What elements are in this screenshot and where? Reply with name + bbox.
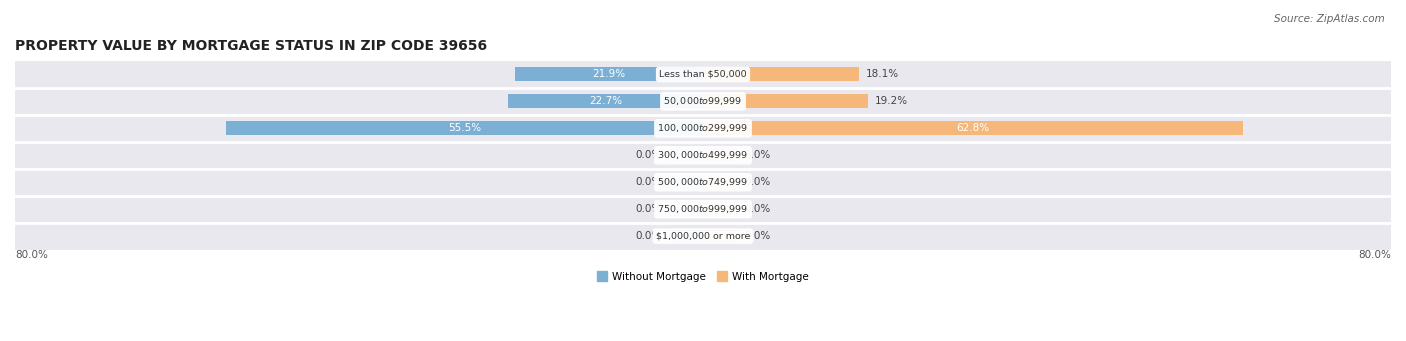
Bar xyxy=(515,68,703,81)
Bar xyxy=(226,121,703,135)
Text: $500,000 to $749,999: $500,000 to $749,999 xyxy=(658,176,748,188)
Bar xyxy=(703,94,868,108)
Bar xyxy=(508,94,703,108)
Text: 0.0%: 0.0% xyxy=(744,231,770,241)
Bar xyxy=(669,175,703,189)
Text: 0.0%: 0.0% xyxy=(636,177,662,187)
Text: 0.0%: 0.0% xyxy=(744,150,770,160)
Bar xyxy=(15,169,1391,196)
Text: 22.7%: 22.7% xyxy=(589,97,621,106)
Bar xyxy=(669,229,703,243)
Text: 19.2%: 19.2% xyxy=(875,97,908,106)
Text: Less than $50,000: Less than $50,000 xyxy=(659,70,747,79)
Text: $1,000,000 or more: $1,000,000 or more xyxy=(655,232,751,241)
Text: 0.0%: 0.0% xyxy=(744,204,770,214)
Text: 18.1%: 18.1% xyxy=(866,70,898,79)
Text: 0.0%: 0.0% xyxy=(636,150,662,160)
Text: 0.0%: 0.0% xyxy=(636,204,662,214)
Bar xyxy=(669,202,703,216)
Text: PROPERTY VALUE BY MORTGAGE STATUS IN ZIP CODE 39656: PROPERTY VALUE BY MORTGAGE STATUS IN ZIP… xyxy=(15,39,486,53)
Text: $50,000 to $99,999: $50,000 to $99,999 xyxy=(664,95,742,107)
Text: 80.0%: 80.0% xyxy=(15,250,48,260)
Bar xyxy=(703,148,737,162)
Bar xyxy=(669,148,703,162)
Text: Source: ZipAtlas.com: Source: ZipAtlas.com xyxy=(1274,14,1385,24)
Bar xyxy=(15,88,1391,115)
Bar xyxy=(703,68,859,81)
Text: 0.0%: 0.0% xyxy=(636,231,662,241)
Text: $100,000 to $299,999: $100,000 to $299,999 xyxy=(658,122,748,134)
Bar xyxy=(15,142,1391,169)
Text: 0.0%: 0.0% xyxy=(744,177,770,187)
Bar xyxy=(703,229,737,243)
Bar xyxy=(703,121,1243,135)
Text: 62.8%: 62.8% xyxy=(956,123,990,133)
Bar xyxy=(15,115,1391,142)
Bar xyxy=(15,223,1391,250)
Bar xyxy=(15,196,1391,223)
Text: $750,000 to $999,999: $750,000 to $999,999 xyxy=(658,203,748,215)
Text: $300,000 to $499,999: $300,000 to $499,999 xyxy=(658,149,748,161)
Bar xyxy=(703,202,737,216)
Bar xyxy=(15,61,1391,88)
Text: 21.9%: 21.9% xyxy=(592,70,626,79)
Text: 55.5%: 55.5% xyxy=(447,123,481,133)
Bar xyxy=(703,175,737,189)
Text: 80.0%: 80.0% xyxy=(1358,250,1391,260)
Legend: Without Mortgage, With Mortgage: Without Mortgage, With Mortgage xyxy=(593,267,813,286)
